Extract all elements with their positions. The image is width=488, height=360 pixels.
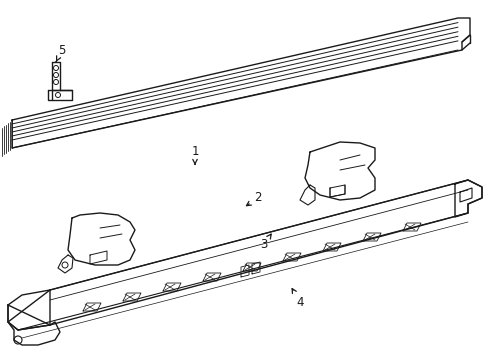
Polygon shape <box>362 233 380 241</box>
Polygon shape <box>123 293 141 301</box>
Polygon shape <box>163 283 181 291</box>
Polygon shape <box>52 62 60 90</box>
Polygon shape <box>12 18 469 148</box>
Polygon shape <box>402 223 420 231</box>
Polygon shape <box>203 273 221 281</box>
Polygon shape <box>251 262 260 274</box>
Polygon shape <box>243 263 261 271</box>
Text: 3: 3 <box>260 234 271 251</box>
Polygon shape <box>323 243 340 251</box>
Polygon shape <box>68 213 135 265</box>
Polygon shape <box>299 185 314 205</box>
Polygon shape <box>48 90 72 100</box>
Text: 2: 2 <box>246 192 261 206</box>
Polygon shape <box>83 303 101 311</box>
Polygon shape <box>241 265 248 277</box>
Text: 5: 5 <box>56 44 65 62</box>
Polygon shape <box>283 253 301 261</box>
Text: 1: 1 <box>191 145 198 164</box>
Text: 4: 4 <box>291 289 303 309</box>
Polygon shape <box>8 180 481 330</box>
Polygon shape <box>459 188 471 202</box>
Polygon shape <box>8 290 50 330</box>
Polygon shape <box>8 305 60 345</box>
Polygon shape <box>58 255 73 273</box>
Polygon shape <box>305 142 374 200</box>
